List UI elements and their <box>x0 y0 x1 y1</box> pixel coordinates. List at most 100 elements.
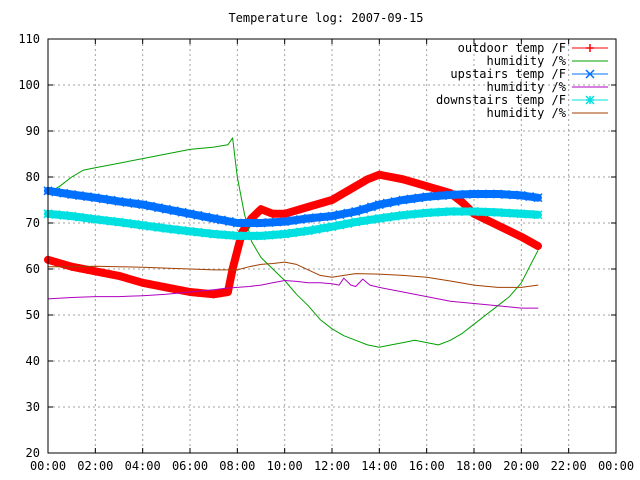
data-point-stroke <box>280 229 290 239</box>
data-point-stroke <box>248 218 258 228</box>
data-point <box>209 213 219 223</box>
data-point-stroke <box>240 231 250 241</box>
data-point <box>240 231 250 241</box>
data-point <box>59 188 69 198</box>
data-point <box>469 189 479 199</box>
data-point <box>257 205 265 214</box>
data-point <box>91 267 100 276</box>
data-point <box>240 218 250 228</box>
x-tick-label: 06:00 <box>172 459 208 473</box>
data-point <box>114 196 124 206</box>
data-point-stroke <box>525 209 535 219</box>
data-point-stroke <box>106 216 116 226</box>
data-point <box>106 216 116 226</box>
data-point <box>217 215 227 225</box>
data-point <box>311 224 321 234</box>
data-point-stroke <box>453 206 463 217</box>
data-point <box>224 230 234 240</box>
data-point <box>351 217 361 227</box>
data-point-stroke <box>217 230 227 240</box>
data-point-stroke <box>414 209 424 219</box>
data-point-stroke <box>185 209 195 219</box>
x-tick-label: 12:00 <box>314 459 350 473</box>
data-point <box>268 209 277 218</box>
data-point-stroke <box>59 210 69 220</box>
data-point-stroke <box>256 218 266 228</box>
data-point <box>445 190 455 200</box>
data-point-stroke <box>508 208 518 218</box>
series-line <box>47 261 539 288</box>
data-point <box>319 212 329 222</box>
data-point <box>485 207 495 217</box>
data-point <box>359 216 369 226</box>
data-point-stroke <box>303 213 313 223</box>
data-point <box>327 211 337 221</box>
data-point <box>138 278 147 287</box>
data-point-stroke <box>75 212 85 222</box>
data-point <box>153 203 163 213</box>
data-point <box>130 219 140 229</box>
data-point <box>138 220 148 230</box>
data-point-stroke <box>153 222 163 232</box>
data-point <box>264 218 274 228</box>
data-point <box>122 274 131 283</box>
data-point <box>248 218 258 228</box>
data-point-stroke <box>525 192 535 202</box>
series-2 <box>43 186 543 228</box>
data-point <box>161 223 171 234</box>
data-point-stroke <box>177 207 187 217</box>
data-point-stroke <box>477 189 487 199</box>
data-point-stroke <box>280 217 290 227</box>
data-point <box>154 281 163 290</box>
data-point <box>201 228 211 238</box>
x-tick-label: 22:00 <box>551 459 587 473</box>
data-point <box>375 170 384 179</box>
data-point <box>122 197 132 207</box>
data-point <box>477 189 487 199</box>
data-point-stroke <box>485 189 495 199</box>
data-point-stroke <box>406 209 416 219</box>
data-point <box>161 204 171 214</box>
data-point <box>193 227 203 237</box>
data-point-stroke <box>437 191 447 201</box>
data-point-stroke <box>303 226 313 236</box>
data-point <box>363 175 372 184</box>
data-point-stroke <box>256 231 266 241</box>
data-point-stroke <box>445 190 455 200</box>
data-point <box>493 207 503 217</box>
data-point-stroke <box>224 216 234 226</box>
data-point <box>138 200 148 210</box>
series-1 <box>47 137 539 348</box>
data-point-stroke <box>453 190 463 200</box>
y-tick-label: 90 <box>26 124 40 138</box>
data-point <box>359 204 369 214</box>
data-point-stroke <box>366 215 376 225</box>
data-point <box>130 198 140 209</box>
legend-label: humidity /% <box>487 54 567 68</box>
data-point-stroke <box>209 213 219 223</box>
y-tick-label: 30 <box>26 400 40 414</box>
data-point <box>193 210 203 220</box>
y-tick-label: 70 <box>26 216 40 230</box>
data-point <box>319 223 329 233</box>
data-point <box>224 216 234 226</box>
data-point-stroke <box>201 212 211 222</box>
data-point-stroke <box>390 197 400 207</box>
data-point-stroke <box>382 212 392 222</box>
data-point-stroke <box>185 226 195 236</box>
data-point <box>304 202 313 211</box>
data-point <box>209 229 219 239</box>
data-point <box>51 187 61 197</box>
data-point <box>422 192 432 202</box>
data-point-stroke <box>493 189 503 199</box>
data-point-stroke <box>193 227 203 237</box>
data-point-stroke <box>82 192 92 202</box>
data-point-stroke <box>161 204 171 214</box>
data-point <box>485 217 494 226</box>
data-point-stroke <box>374 213 384 223</box>
data-point-stroke <box>398 210 408 220</box>
data-point-stroke <box>295 214 305 225</box>
data-point <box>162 283 171 292</box>
data-point-stroke <box>272 217 282 227</box>
data-point <box>264 230 274 240</box>
